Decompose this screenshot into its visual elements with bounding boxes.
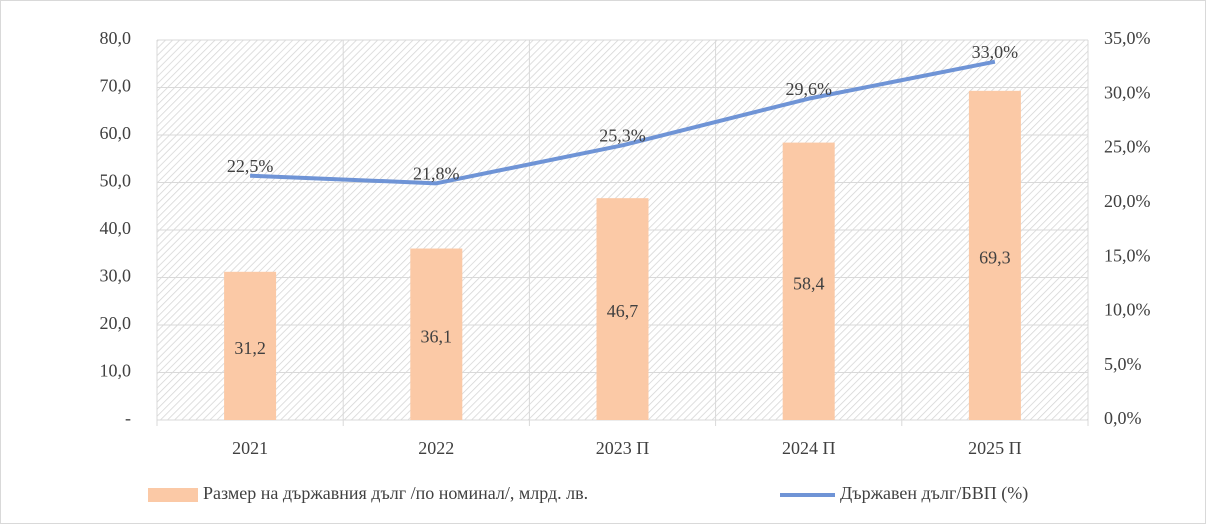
bar bbox=[596, 198, 649, 420]
x-tick-label: 2025 П bbox=[968, 438, 1022, 458]
line-value-label: 25,3% bbox=[599, 125, 646, 145]
bar bbox=[224, 271, 277, 420]
y-tick-label: 20,0 bbox=[100, 313, 132, 333]
y2-tick-label: 25,0% bbox=[1104, 137, 1151, 157]
legend-label: Държавен дълг/БВП (%) bbox=[840, 483, 1028, 504]
y-tick-label: 10,0 bbox=[100, 361, 132, 381]
x-tick-label: 2023 П bbox=[596, 438, 650, 458]
x-tick-label: 2024 П bbox=[782, 438, 836, 458]
bar-value-label: 36,1 bbox=[421, 326, 453, 346]
line bbox=[250, 59, 996, 186]
y-tick-label: 30,0 bbox=[100, 266, 132, 286]
line-value-label: 21,8% bbox=[413, 163, 460, 183]
x-tick-label: 2021 bbox=[232, 438, 268, 458]
y2-tick-label: 5,0% bbox=[1104, 354, 1142, 374]
y2-tick-label: 30,0% bbox=[1104, 82, 1151, 102]
y-tick-label: 40,0 bbox=[100, 218, 132, 238]
bar-value-label: 46,7 bbox=[607, 301, 639, 321]
bar bbox=[782, 142, 835, 420]
bar bbox=[968, 90, 1021, 420]
line-value-label: 33,0% bbox=[972, 42, 1019, 62]
y2-tick-label: 20,0% bbox=[1104, 191, 1151, 211]
y-tick-label: 70,0 bbox=[100, 76, 132, 96]
y2-tick-label: 10,0% bbox=[1104, 300, 1151, 320]
y2-tick-label: 35,0% bbox=[1104, 28, 1151, 48]
y-tick-label: - bbox=[125, 408, 131, 428]
line-value-label: 29,6% bbox=[785, 79, 832, 99]
y-tick-label: 50,0 bbox=[100, 171, 132, 191]
line-value-label: 22,5% bbox=[227, 156, 274, 176]
legend-swatch bbox=[148, 488, 198, 502]
bar-value-label: 69,3 bbox=[979, 248, 1011, 268]
y2-tick-label: 15,0% bbox=[1104, 245, 1151, 265]
y-tick-label: 60,0 bbox=[100, 123, 132, 143]
bar-value-label: 31,2 bbox=[234, 338, 266, 358]
x-tick-label: 2022 bbox=[418, 438, 454, 458]
y2-tick-label: 0,0% bbox=[1104, 408, 1142, 428]
legend-label: Размер на държавния дълг /по номинал/, м… bbox=[203, 483, 588, 503]
bar bbox=[410, 248, 463, 420]
y-tick-label: 80,0 bbox=[100, 28, 132, 48]
bar-value-label: 58,4 bbox=[793, 273, 825, 293]
